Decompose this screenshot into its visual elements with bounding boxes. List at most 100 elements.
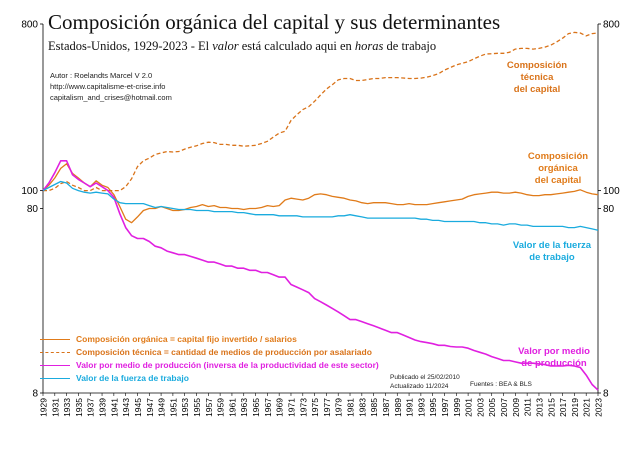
x-tick-label: 1983 bbox=[357, 398, 367, 417]
x-tick-label: 2009 bbox=[511, 398, 521, 417]
y-tick-label-right: 8 bbox=[603, 389, 609, 400]
legend-label-labor: Valor de la fuerza de trabajo bbox=[76, 373, 189, 383]
y-tick-label-left: 100 bbox=[21, 186, 38, 197]
x-tick-label: 2021 bbox=[582, 398, 592, 417]
legend-item-organic: Composición orgánica = capital fijo inve… bbox=[40, 333, 379, 346]
legend-swatch-means bbox=[40, 365, 70, 366]
x-tick-label: 2015 bbox=[546, 398, 556, 417]
label-organic: Composición orgánica del capital bbox=[518, 151, 598, 187]
legend-swatch-technical bbox=[40, 352, 70, 353]
legend-label-means: Valor por medio de producción (inversa d… bbox=[76, 360, 379, 370]
x-axis-ticks: 1929 1931 1933 1935 1937 1939 1941 1943 1945 1947… bbox=[39, 398, 604, 417]
x-tick-label: 2023 bbox=[594, 398, 604, 417]
x-tick-label: 1999 bbox=[452, 398, 462, 417]
x-tick-label: 1985 bbox=[369, 398, 379, 417]
x-tick-label: 1965 bbox=[251, 398, 261, 417]
x-tick-label: 1981 bbox=[346, 398, 356, 417]
x-tick-label: 1971 bbox=[286, 398, 296, 417]
x-tick-label: 2005 bbox=[487, 398, 497, 417]
x-tick-label: 1933 bbox=[62, 398, 72, 417]
x-tick-label: 2003 bbox=[475, 398, 485, 417]
x-tick-label: 1959 bbox=[216, 398, 226, 417]
x-tick-label: 1975 bbox=[310, 398, 320, 417]
x-tick-label: 2001 bbox=[464, 398, 474, 417]
x-tick-label: 1993 bbox=[416, 398, 426, 417]
y-tick-label-left: 8 bbox=[32, 389, 38, 400]
series-line-labor bbox=[42, 180, 599, 231]
x-tick-label: 1949 bbox=[157, 398, 167, 417]
x-tick-label: 1997 bbox=[440, 398, 450, 417]
y-axis-labels: 8 8 80 80 100 100 800 800 bbox=[21, 20, 620, 400]
chart-title: Composición orgánica del capital y sus d… bbox=[48, 10, 501, 34]
label-means-line1: Valor por medio bbox=[518, 346, 590, 357]
series-line-organic bbox=[42, 163, 599, 224]
author-website: http://www.capitalisme-et-crise.info bbox=[50, 82, 166, 91]
x-tick-label: 1991 bbox=[405, 398, 415, 417]
x-tick-label: 1967 bbox=[263, 398, 273, 417]
x-tick-label: 1941 bbox=[109, 398, 119, 417]
series-line-technical bbox=[43, 31, 599, 192]
x-tick-label: 1937 bbox=[86, 398, 96, 417]
x-tick-label: 1979 bbox=[334, 398, 344, 417]
label-labor: Valor de la fuerza de trabajo bbox=[500, 240, 604, 264]
legend-item-labor: Valor de la fuerza de trabajo bbox=[40, 372, 379, 385]
y-tick-label-right: 80 bbox=[603, 204, 615, 215]
subtitle-part3: de trabajo bbox=[383, 39, 437, 53]
label-means: Valor por medio de producción bbox=[506, 346, 602, 370]
x-tick-label: 1943 bbox=[121, 398, 131, 417]
chart-axes bbox=[40, 23, 601, 396]
x-tick-label: 1955 bbox=[192, 398, 202, 417]
y-tick-label-right: 800 bbox=[603, 20, 620, 31]
legend-item-means: Valor por medio de producción (inversa d… bbox=[40, 359, 379, 372]
x-tick-label: 1973 bbox=[298, 398, 308, 417]
x-tick-label: 2007 bbox=[499, 398, 509, 417]
label-technical-line2: técnica bbox=[520, 72, 554, 83]
x-tick-label: 2017 bbox=[558, 398, 568, 417]
label-technical-line1: Composición bbox=[506, 60, 568, 71]
publication-info: Publicado el 25/02/2010 Actualizado 11/2… bbox=[390, 373, 460, 391]
x-tick-label: 1947 bbox=[145, 398, 155, 417]
x-tick-label: 1995 bbox=[428, 398, 438, 417]
legend-swatch-organic bbox=[40, 339, 70, 340]
x-tick-label: 1963 bbox=[239, 398, 249, 417]
series-line-means bbox=[42, 160, 599, 391]
legend: Composición orgánica = capital fijo inve… bbox=[40, 333, 379, 385]
label-labor-line1: Valor de la fuerza bbox=[512, 240, 592, 251]
legend-label-organic: Composición orgánica = capital fijo inve… bbox=[76, 334, 297, 344]
subtitle-valor: valor bbox=[212, 39, 239, 53]
y-tick-label-right: 100 bbox=[603, 186, 620, 197]
subtitle-part1: Estados-Unidos, 1929-2023 - El bbox=[48, 39, 213, 53]
author-name: Autor : Roelandts Marcel V 2.0 bbox=[50, 71, 153, 80]
legend-item-technical: Composición técnica = cantidad de medios… bbox=[40, 346, 379, 359]
author-email: capitalism_and_crises@hotmail.com bbox=[50, 93, 172, 102]
legend-label-technical: Composición técnica = cantidad de medios… bbox=[76, 347, 372, 357]
x-tick-label: 1953 bbox=[180, 398, 190, 417]
x-tick-label: 1989 bbox=[393, 398, 403, 417]
subtitle-part2: está calculado aqui en bbox=[238, 39, 355, 53]
label-organic-line3: del capital bbox=[534, 175, 582, 186]
author-block: Autor : Roelandts Marcel V 2.0 http://ww… bbox=[50, 70, 172, 103]
y-tick-label-left: 80 bbox=[27, 204, 39, 215]
y-tick-label-left: 800 bbox=[21, 20, 38, 31]
x-tick-label: 1951 bbox=[168, 398, 178, 417]
x-tick-label: 2019 bbox=[570, 398, 580, 417]
x-tick-label: 2011 bbox=[523, 398, 533, 417]
sources: Fuentes : BEA & BLS bbox=[470, 381, 532, 388]
x-tick-label: 1969 bbox=[275, 398, 285, 417]
legend-swatch-labor bbox=[40, 378, 70, 379]
label-technical: Composición técnica del capital bbox=[500, 60, 574, 96]
x-tick-label: 1957 bbox=[204, 398, 214, 417]
label-labor-line2: de trabajo bbox=[529, 252, 575, 263]
x-tick-label: 1929 bbox=[39, 398, 49, 417]
chart-subtitle: Estados-Unidos, 1929-2023 - El valor est… bbox=[48, 39, 436, 54]
x-tick-label: 1931 bbox=[50, 398, 60, 417]
x-tick-label: 1977 bbox=[322, 398, 332, 417]
x-tick-label: 1945 bbox=[133, 398, 143, 417]
series-lines bbox=[42, 31, 599, 391]
x-tick-label: 1987 bbox=[381, 398, 391, 417]
x-tick-label: 1935 bbox=[74, 398, 84, 417]
x-tick-label: 2013 bbox=[534, 398, 544, 417]
x-tick-label: 1961 bbox=[227, 398, 237, 417]
published-date: Publicado el 25/02/2010 bbox=[390, 374, 460, 381]
